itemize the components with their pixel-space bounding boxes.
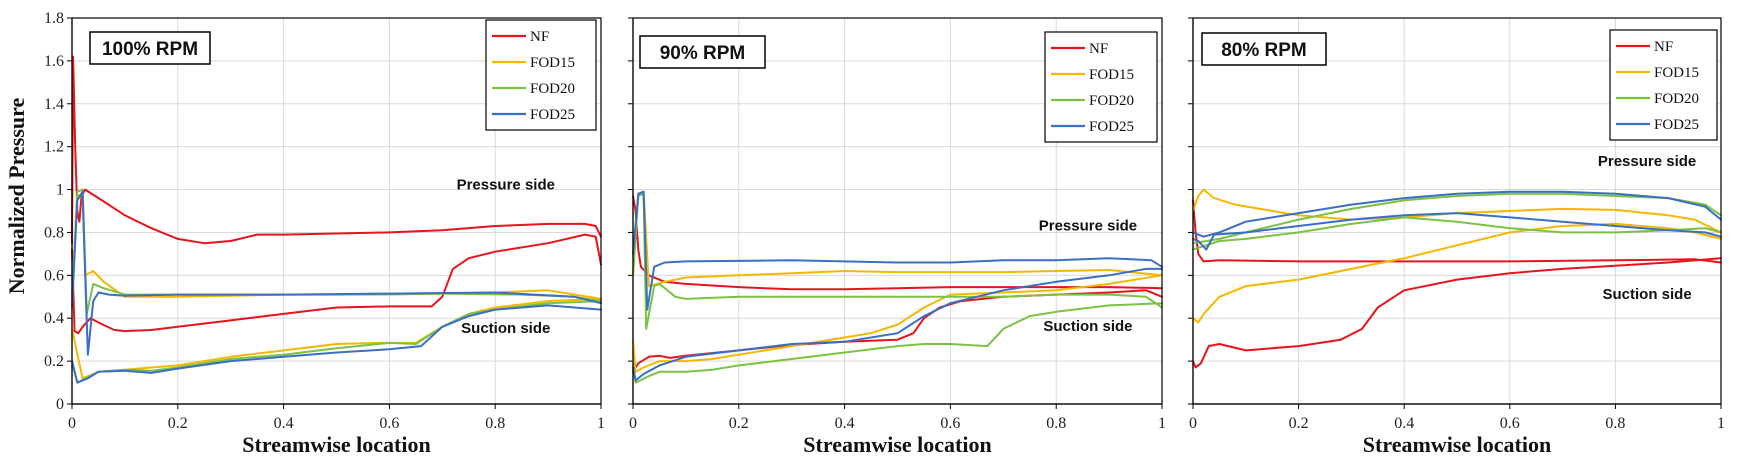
- series-line-fod20: [632, 302, 1163, 384]
- x-tick-label: 1: [1717, 415, 1725, 432]
- panel-title: 80% RPM: [1221, 40, 1307, 61]
- panels: 0 0.2 0.4 0.6 0.8 1 0 0.2 0.4 0.6 0.8 1 1.2 1.4 1.6 1.8…: [44, 10, 1725, 457]
- x-tick-label: 0: [629, 415, 637, 432]
- y-tick-label: 1.6: [44, 53, 64, 70]
- series-line-fod25: [632, 267, 1163, 382]
- x-tick-label: 0.6: [1500, 415, 1520, 432]
- series-line-fod25: [71, 304, 602, 384]
- panel-title-box: [639, 35, 766, 69]
- x-tick-label: 0.4: [274, 415, 294, 432]
- y-tick-label: 1.4: [44, 96, 64, 113]
- chart-panel: 0 0.2 0.4 0.6 0.8 1 90% RPM Pressure side Suctio…: [628, 17, 1166, 457]
- legend-label: NF: [530, 29, 549, 45]
- legend-label: FOD20: [1089, 93, 1134, 109]
- x-tick-label: 0.8: [485, 415, 505, 432]
- x-tick-label: 1: [1158, 415, 1166, 432]
- x-tick-label: 0.8: [1605, 415, 1625, 432]
- chart-panel: 0 0.2 0.4 0.6 0.8 1 80% RPM Pressure side Suctio…: [1188, 17, 1725, 457]
- legend-label: FOD15: [1654, 65, 1699, 81]
- series-line-fod15: [71, 192, 602, 300]
- series-line-fod25: [71, 190, 602, 356]
- x-axis-title: Streamwise location: [803, 432, 991, 457]
- series-line-fod25: [1192, 212, 1722, 251]
- series-line-nf: [71, 233, 602, 335]
- legend-box: [485, 19, 597, 131]
- legend-label: NF: [1654, 39, 1673, 55]
- legend-label: FOD15: [1089, 67, 1134, 83]
- x-axis-title: Streamwise location: [242, 432, 430, 457]
- series-line-nf: [71, 55, 602, 245]
- series-line-fod25: [1192, 190, 1722, 238]
- annotation-label: Pressure side: [1039, 217, 1137, 234]
- series-line-fod15: [1192, 188, 1722, 234]
- y-tick-label: 0.6: [44, 267, 64, 284]
- x-tick-label: 0.2: [729, 415, 749, 432]
- y-tick-label: 0.2: [44, 353, 64, 370]
- plot-frame: [1192, 17, 1722, 405]
- legend-label: NF: [1089, 41, 1108, 57]
- annotation-label: Suction side: [461, 320, 550, 337]
- series-line-fod15: [632, 274, 1163, 373]
- x-tick-label: 0: [1189, 415, 1197, 432]
- x-tick-label: 0.4: [835, 415, 855, 432]
- legend-label: FOD25: [1089, 119, 1134, 135]
- series-line-nf: [1192, 257, 1722, 369]
- series-line-nf: [1192, 199, 1722, 264]
- y-axis-title: Normalized Pressure: [4, 98, 29, 295]
- y-tick-label: 1.2: [44, 139, 64, 156]
- x-tick-label: 0.4: [1394, 415, 1414, 432]
- x-tick-label: 1: [597, 415, 605, 432]
- x-tick-label: 0: [68, 415, 76, 432]
- plot-frame: [71, 17, 602, 405]
- annotation-label: Pressure side: [457, 177, 555, 194]
- x-tick-label: 0.8: [1046, 415, 1066, 432]
- y-tick-label: 0.4: [44, 310, 64, 327]
- legend-label: FOD15: [530, 55, 575, 71]
- panel-title: 100% RPM: [102, 39, 198, 60]
- series-line-fod20: [71, 300, 602, 384]
- panel-title-box: [1201, 32, 1327, 66]
- series-line-fod15: [632, 190, 1163, 288]
- panel-title-box: [89, 31, 211, 65]
- y-tick-label: 1.8: [44, 10, 64, 27]
- legend-label: FOD20: [1654, 91, 1699, 107]
- series-line-fod15: [1192, 222, 1722, 324]
- y-tick-label: 0: [56, 396, 64, 413]
- x-axis-title: Streamwise location: [1363, 432, 1551, 457]
- x-tick-label: 0.6: [940, 415, 960, 432]
- legend-label: FOD25: [530, 107, 575, 123]
- series-line-fod15: [71, 297, 602, 380]
- legend-box: [1609, 29, 1718, 141]
- panel-title: 90% RPM: [660, 43, 746, 64]
- annotation-label: Pressure side: [1598, 153, 1696, 170]
- series-line-fod25: [632, 190, 1163, 311]
- legend-label: FOD20: [530, 81, 575, 97]
- chart-panel: 0 0.2 0.4 0.6 0.8 1 0 0.2 0.4 0.6 0.8 1 1.2 1.4 1.6 1.8…: [44, 10, 605, 457]
- legend-box: [1044, 31, 1158, 143]
- x-tick-label: 0.2: [1289, 415, 1309, 432]
- plot-frame: [632, 17, 1163, 405]
- y-tick-label: 1: [56, 182, 64, 199]
- annotation-label: Suction side: [1043, 318, 1132, 335]
- x-tick-label: 0.2: [168, 415, 188, 432]
- y-tick-label: 0.8: [44, 224, 64, 241]
- x-tick-label: 0.6: [379, 415, 399, 432]
- annotation-label: Suction side: [1602, 286, 1691, 303]
- legend-label: FOD25: [1654, 117, 1699, 133]
